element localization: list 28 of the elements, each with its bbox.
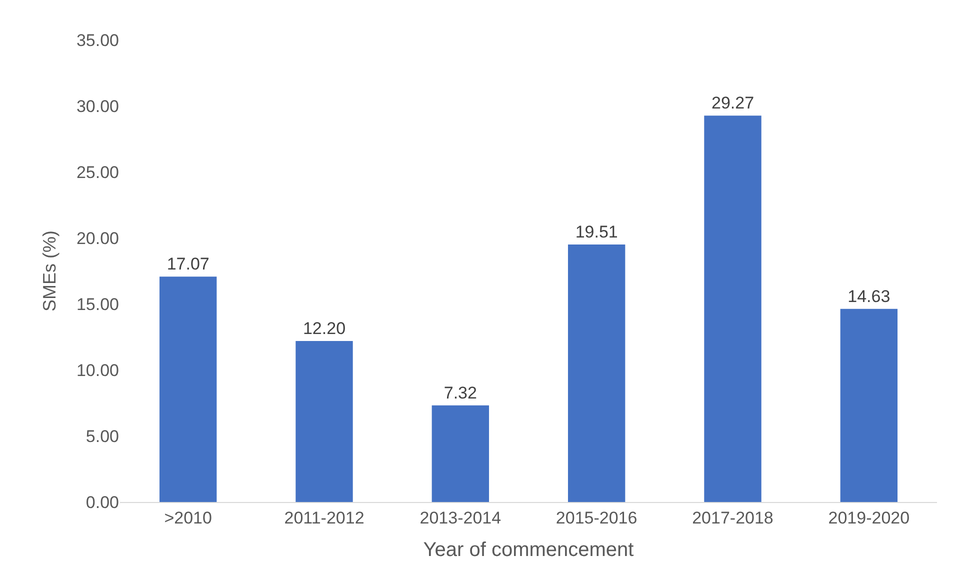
bar [159, 276, 217, 502]
bar [840, 308, 898, 502]
data-label: 17.07 [166, 254, 210, 274]
x-tick-label: 2013-2014 [420, 508, 502, 528]
x-tick-label: >2010 [164, 508, 212, 528]
y-tick-label: 25.00 [76, 162, 119, 182]
y-axis-title: SMEs (%) [40, 230, 60, 312]
x-tick-label: 2017-2018 [692, 508, 774, 528]
data-label: 14.63 [848, 286, 890, 306]
data-label: 7.32 [444, 383, 477, 402]
x-tick-label: 2015-2016 [556, 508, 638, 528]
x-tick-label: 2019-2020 [828, 508, 910, 528]
y-tick-label: 0.00 [86, 492, 119, 512]
x-tick-label: 2011-2012 [284, 508, 364, 528]
y-tick-label: 15.00 [76, 294, 119, 314]
bar [296, 340, 353, 502]
data-label: 29.27 [711, 94, 754, 113]
x-axis-title: Year of commencement [423, 538, 634, 561]
y-tick-label: 35.00 [76, 30, 119, 50]
bar [568, 244, 626, 502]
y-tick-label: 5.00 [86, 426, 119, 446]
y-tick-label: 30.00 [76, 96, 119, 116]
y-tick-label: 20.00 [76, 228, 119, 248]
bar [704, 116, 762, 502]
bar [432, 405, 490, 502]
data-label: 19.51 [575, 222, 618, 242]
data-label: 12.20 [302, 318, 346, 338]
y-tick-label: 10.00 [76, 360, 119, 380]
